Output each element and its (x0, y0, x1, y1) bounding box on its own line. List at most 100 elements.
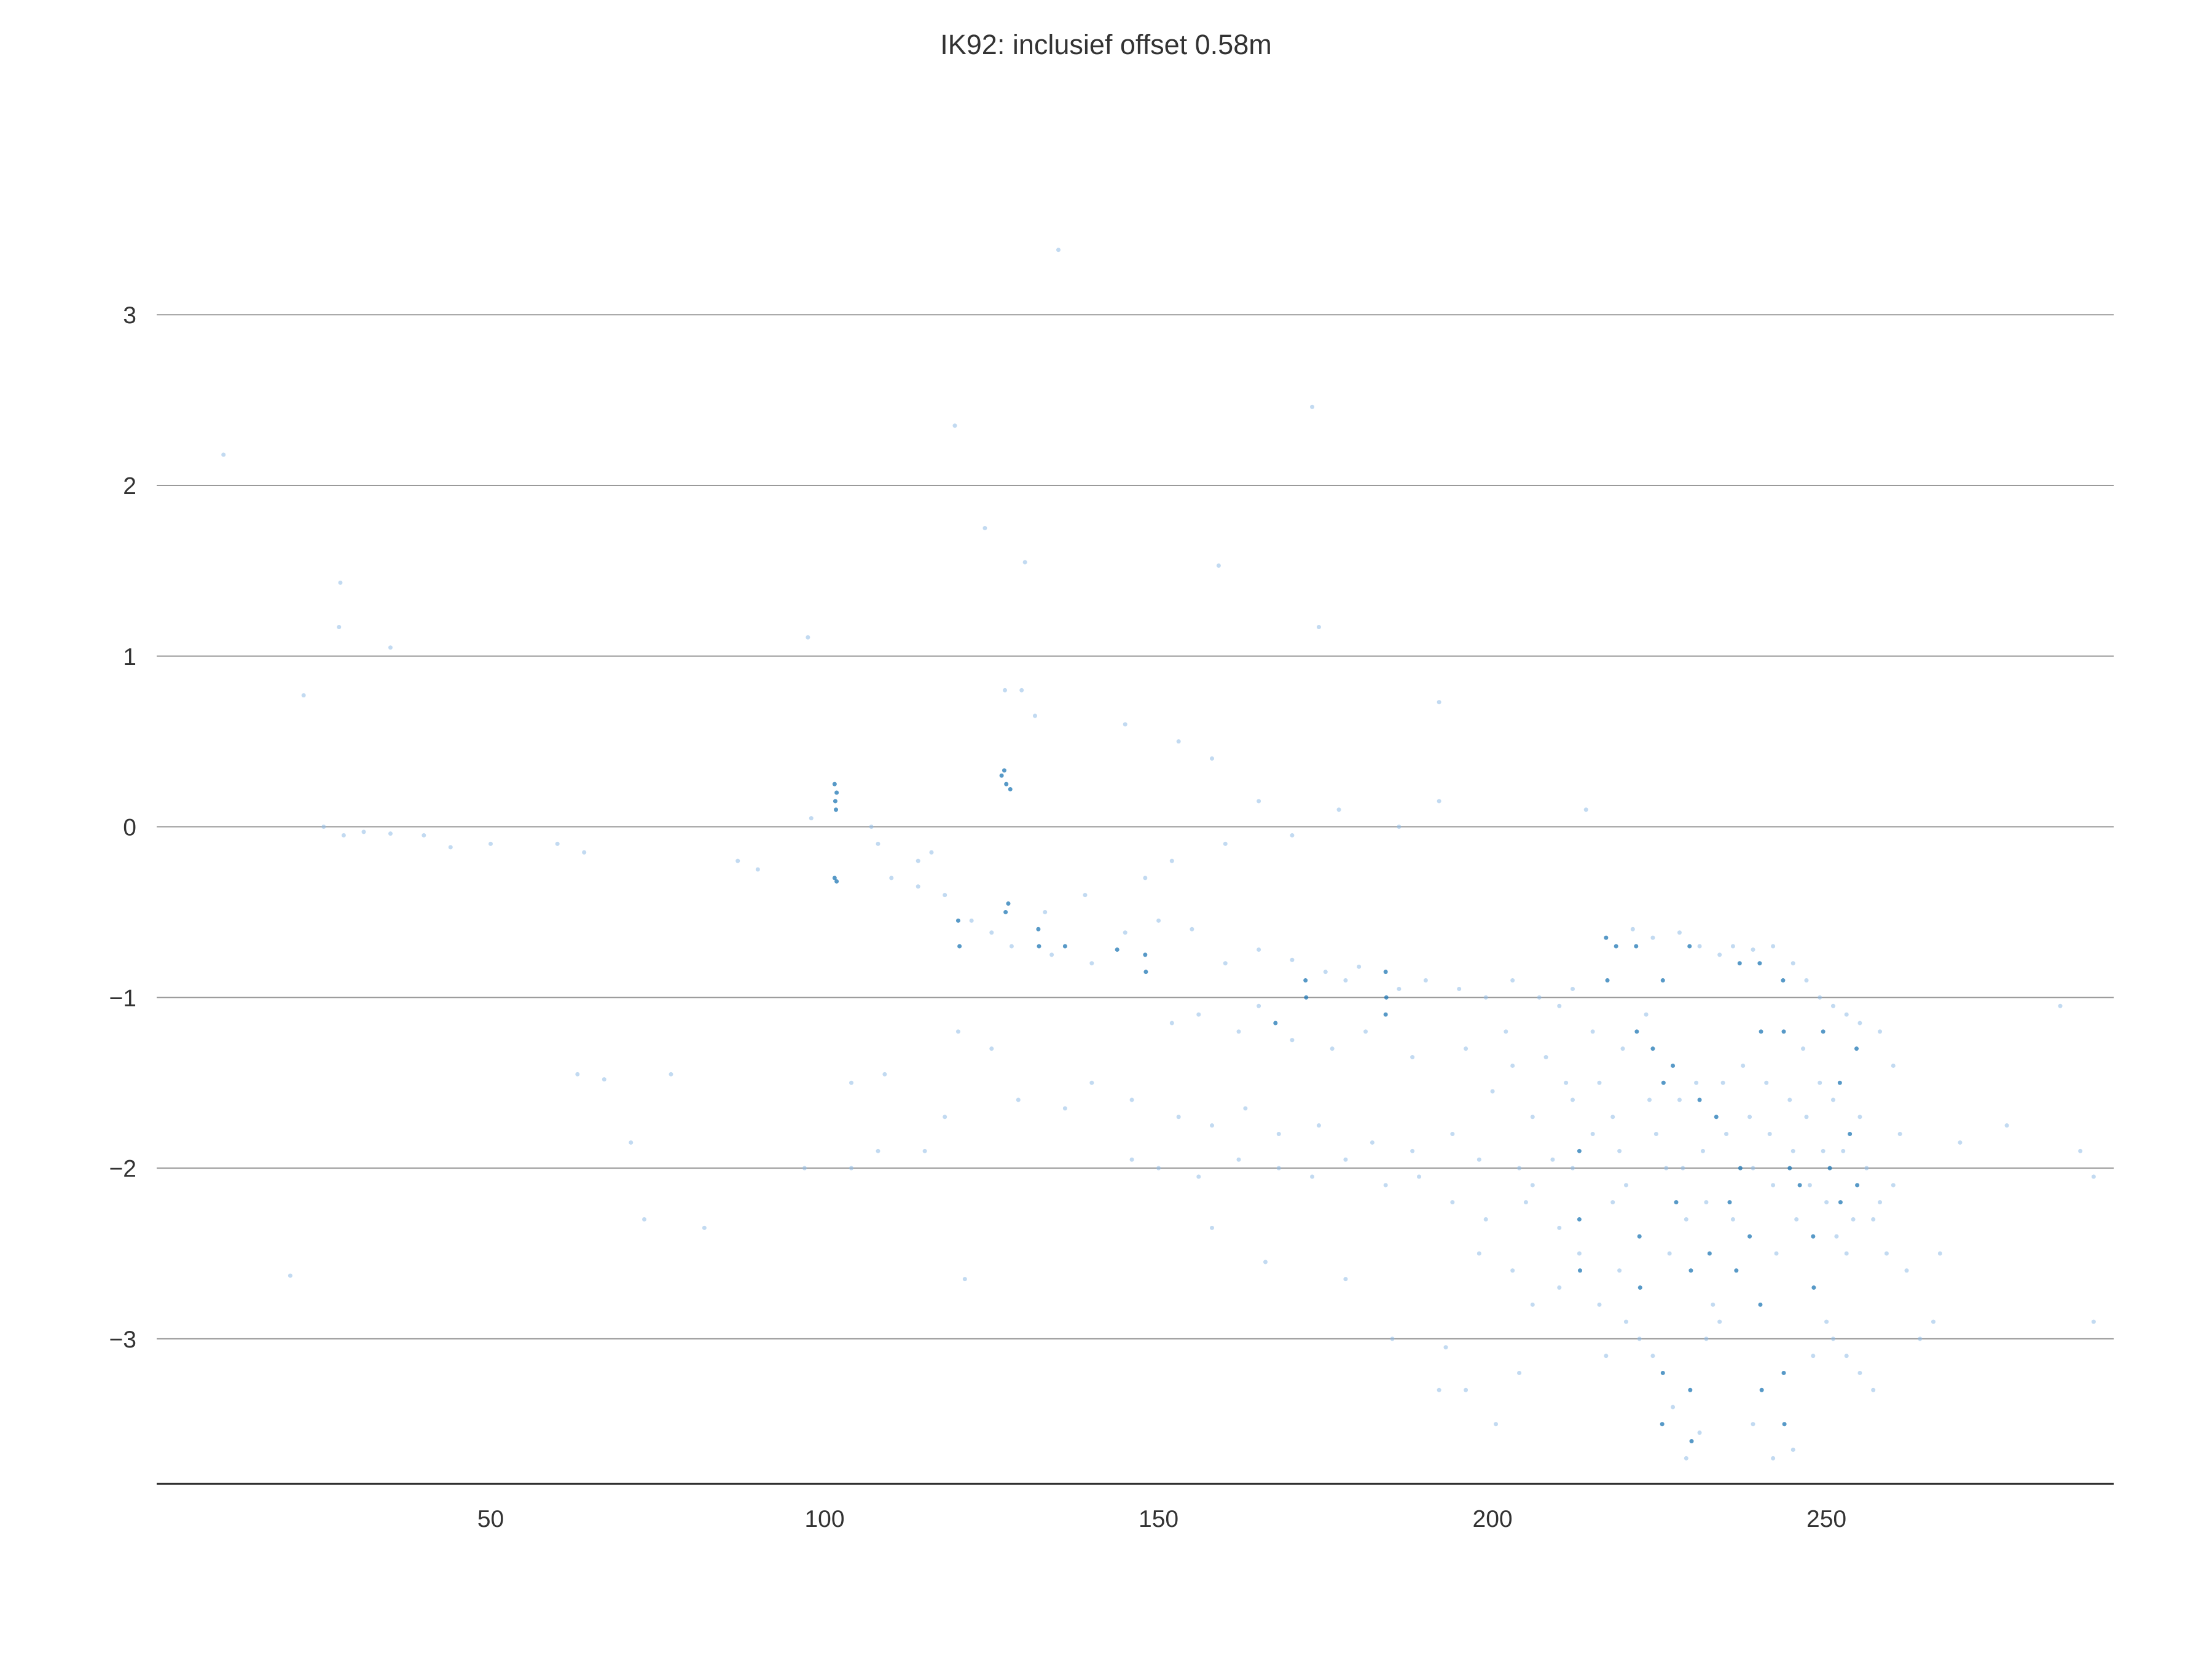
data-point (1747, 1234, 1752, 1239)
data-point (1605, 978, 1610, 983)
data-point (989, 930, 994, 935)
data-point (1410, 1148, 1415, 1153)
data-point (1644, 1012, 1649, 1017)
data-point (1176, 1115, 1181, 1120)
data-point (1604, 935, 1609, 940)
data-point (1771, 944, 1776, 949)
data-point (1758, 1302, 1763, 1307)
data-point (1037, 944, 1041, 949)
data-point (2091, 1174, 2096, 1179)
data-point (834, 790, 839, 795)
data-point (957, 944, 962, 949)
data-point (1677, 1097, 1682, 1102)
data-point (1958, 1140, 1963, 1145)
data-point (735, 858, 740, 863)
data-point (1571, 1097, 1575, 1102)
data-point (1781, 1370, 1786, 1375)
data-point (1688, 1387, 1693, 1392)
data-point (1383, 1012, 1388, 1017)
data-point (1363, 1029, 1368, 1034)
data-point (1032, 713, 1037, 718)
data-point (806, 635, 810, 640)
data-point (1008, 786, 1013, 791)
data-point (1577, 1148, 1582, 1153)
data-point (1464, 1046, 1469, 1051)
data-point (1510, 1063, 1515, 1068)
data-point (1730, 1217, 1735, 1222)
data-point (1857, 1115, 1862, 1120)
data-point (1637, 1336, 1642, 1341)
data-point (1022, 560, 1027, 565)
data-point (1597, 1302, 1602, 1307)
data-point (1653, 1132, 1658, 1137)
data-point (1884, 1251, 1889, 1256)
data-point (2058, 1003, 2063, 1008)
data-point (1630, 927, 1635, 931)
data-point (1416, 1174, 1421, 1179)
data-point (1634, 1029, 1639, 1034)
data-point (999, 773, 1004, 778)
data-point (1036, 927, 1041, 931)
data-point (1781, 1029, 1786, 1034)
data-point (288, 1273, 292, 1278)
data-point (1751, 1422, 1755, 1427)
data-point (1918, 1336, 1923, 1341)
data-point (882, 1072, 887, 1077)
data-point (1677, 930, 1682, 935)
data-point (422, 833, 426, 837)
data-point (916, 884, 920, 889)
data-point (1303, 978, 1308, 983)
data-point (1782, 1422, 1787, 1427)
y-tick-label: −1 (109, 985, 136, 1011)
data-point (1410, 1055, 1415, 1060)
data-point (1019, 688, 1024, 692)
data-point (1767, 1132, 1772, 1137)
data-point (1310, 404, 1315, 409)
data-point (1759, 1387, 1764, 1392)
data-point (1634, 944, 1639, 949)
data-point (1049, 952, 1054, 957)
data-point (1590, 1132, 1595, 1137)
data-point (1757, 961, 1762, 966)
data-point (832, 782, 837, 786)
data-point (1704, 1336, 1709, 1341)
data-point (1143, 876, 1148, 880)
data-point (1169, 858, 1174, 863)
data-point (809, 816, 814, 821)
data-point (1537, 995, 1542, 1000)
data-point (1824, 1200, 1829, 1205)
data-point (575, 1072, 580, 1077)
data-point (1697, 944, 1702, 949)
data-point (1323, 970, 1328, 975)
data-point (1571, 986, 1575, 991)
y-tick-label: −3 (109, 1327, 136, 1353)
data-point (2091, 1319, 2096, 1324)
data-point (1236, 1157, 1241, 1162)
data-point (448, 845, 453, 850)
x-tick-label: 100 (804, 1506, 844, 1532)
data-point (629, 1140, 633, 1145)
data-point (876, 1148, 880, 1153)
data-point (1510, 1268, 1515, 1273)
data-point (1336, 807, 1341, 812)
data-point (1397, 825, 1402, 830)
data-point (1156, 1166, 1161, 1171)
data-point (1610, 1115, 1615, 1120)
data-point (1830, 1003, 1835, 1008)
data-point (1807, 1183, 1812, 1188)
data-point (1700, 1148, 1705, 1153)
data-point (1871, 1217, 1876, 1222)
data-point (1276, 1166, 1281, 1171)
data-point (555, 841, 560, 846)
data-point (1857, 1370, 1862, 1375)
data-point (1176, 739, 1181, 744)
data-point (1804, 1115, 1809, 1120)
data-point (1129, 1097, 1134, 1102)
data-point (1330, 1046, 1335, 1051)
data-point (1290, 1038, 1295, 1043)
data-point (1564, 1080, 1569, 1085)
data-point (962, 1277, 967, 1282)
data-point (1383, 1183, 1388, 1188)
data-point (834, 807, 839, 812)
